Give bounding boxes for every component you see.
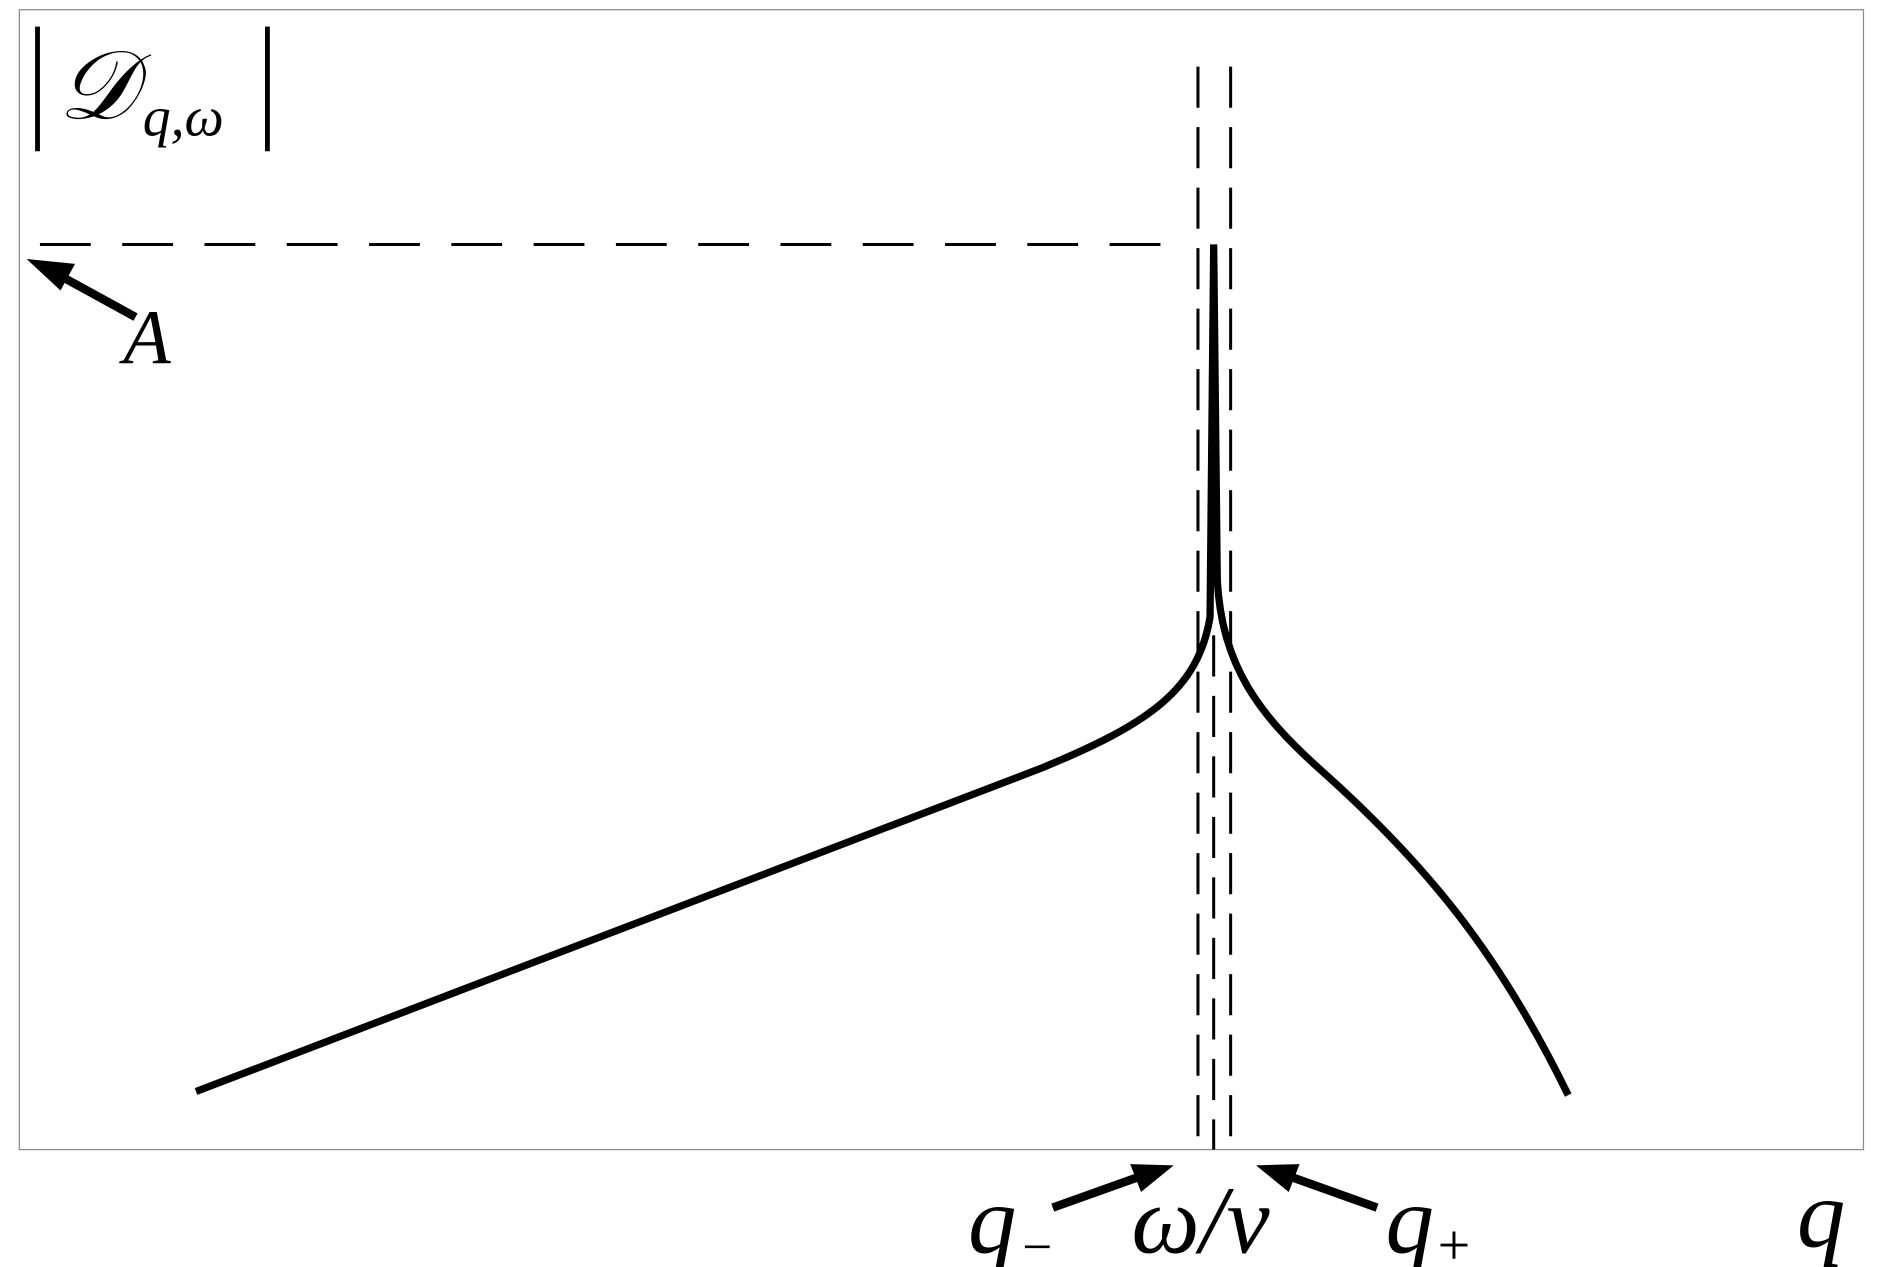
q-minus-label: q [968,1166,1016,1267]
plot-frame [18,9,1865,1151]
center-label: ω/v [1131,1166,1269,1267]
arrows [26,258,1379,1212]
arrow-q-minus [1051,1173,1139,1212]
amplitude-label: A [118,294,171,380]
arrowhead-q-plus [1256,1164,1300,1192]
response-curve [194,244,1572,1097]
arrow-a [58,272,138,321]
arrowhead-a [26,258,76,291]
y-label-subscript: q,ω [143,87,224,149]
arrow-q-plus [1290,1173,1379,1212]
q-plus-subscript: + [1434,1213,1473,1267]
q-plus-label: q [1386,1166,1434,1267]
arrowhead-q-minus [1130,1164,1174,1192]
x-label: q [1797,1160,1845,1267]
q-minus-subscript: − [1019,1218,1055,1267]
